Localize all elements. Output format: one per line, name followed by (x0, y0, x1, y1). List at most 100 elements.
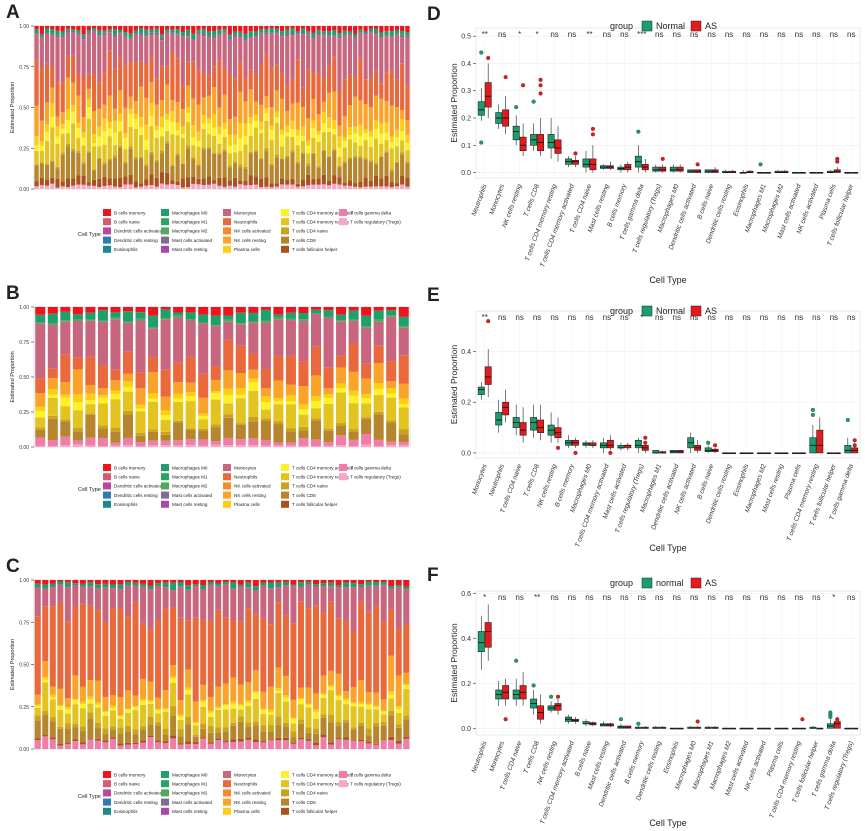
bar-segment (55, 168, 60, 179)
bar-segment (285, 442, 296, 446)
bar-segment (207, 712, 214, 718)
bar-segment (123, 137, 128, 150)
bar-segment (343, 700, 350, 705)
bar-segment (285, 445, 296, 447)
bar-segment (237, 684, 244, 704)
bar-segment (373, 186, 379, 189)
bar-segment (49, 717, 56, 722)
bar-segment (177, 586, 184, 618)
bar-segment (210, 424, 221, 428)
bar-segment (230, 725, 237, 740)
bar-segment (328, 742, 335, 745)
bar-segment (212, 87, 217, 115)
bar-segment (47, 324, 58, 369)
bar-segment (185, 580, 192, 586)
bar-segment (124, 731, 132, 743)
legend-label-b: Mast cells activated (172, 493, 213, 498)
bar-segment (201, 147, 206, 150)
bar-segment (373, 395, 384, 412)
legend-label-a: Monocytes (234, 210, 257, 215)
bar-segment (223, 437, 234, 446)
bar-segment (60, 397, 71, 407)
bar-segment (173, 362, 184, 383)
bar-segment (384, 132, 389, 141)
bar-segment (50, 183, 55, 189)
bar-segment (185, 589, 192, 621)
bar-segment (405, 178, 410, 187)
bar-segment (175, 155, 180, 182)
box-d (572, 159, 579, 165)
bar-segment (144, 34, 149, 37)
legend-label-c: Mast cells resting (172, 809, 208, 814)
bar-segment (300, 28, 306, 33)
y-tick-label-a: 0.25 (19, 146, 29, 152)
bar-segment (109, 580, 116, 585)
bar-segment (97, 30, 102, 36)
bar-segment (347, 105, 353, 128)
bar-segment (395, 629, 402, 676)
bar-segment (321, 33, 326, 36)
bar-segment (107, 26, 112, 30)
bar-segment (298, 445, 309, 447)
bar-segment (117, 734, 124, 744)
bar-segment (135, 388, 146, 405)
legend-label-b: Dendritic cells resting (114, 493, 158, 498)
bar-segment (71, 148, 76, 152)
bar-segment (403, 719, 410, 737)
bar-segment (170, 99, 175, 112)
bar-segment (206, 117, 212, 124)
legend-swatch-b (103, 500, 111, 508)
bar-segment (196, 31, 201, 35)
bar-segment (358, 100, 363, 125)
bar-segment (122, 444, 134, 447)
bar-segment (91, 26, 97, 28)
signif-label-f: ns (690, 593, 698, 602)
bar-segment (49, 587, 56, 607)
bar-segment (207, 743, 214, 749)
bar-segment (394, 34, 400, 80)
box-e (634, 439, 642, 449)
bar-segment (212, 31, 217, 36)
bar-segment (373, 319, 384, 322)
bar-segment (361, 326, 372, 328)
bar-segment (273, 317, 284, 320)
bar-segment (123, 65, 128, 108)
bar-segment (39, 177, 44, 186)
bar-segment (138, 60, 144, 87)
bar-segment (235, 373, 246, 389)
legend-label-b: Monocytes (234, 465, 257, 470)
bar-segment (260, 409, 271, 419)
bar-segment (196, 29, 201, 32)
bar-segment (86, 118, 91, 152)
bar-segment (260, 445, 271, 447)
outlier-point-d (531, 99, 536, 104)
bar-segment (235, 323, 246, 325)
bar-segment (132, 582, 139, 586)
bar-segment (400, 131, 405, 141)
signif-label-f: ns (498, 593, 506, 602)
bar-segment (175, 34, 180, 59)
bar-segment (64, 621, 71, 699)
bar-segment (217, 107, 222, 127)
bar-segment (384, 140, 389, 152)
bar-segment (328, 582, 335, 587)
bar-segment (165, 84, 170, 114)
bar-segment (110, 431, 121, 443)
y-tick-label-c: 0.75 (19, 620, 29, 626)
bar-segment (368, 186, 373, 189)
bar-segment (260, 396, 271, 403)
bar-segment (72, 580, 79, 584)
legend-label-b: Neutrophils (234, 475, 258, 480)
bar-segment (60, 321, 71, 355)
bar-segment (60, 406, 71, 420)
bar-segment (350, 702, 357, 704)
bar-segment (326, 156, 332, 181)
bar-segment (192, 580, 199, 585)
bar-segment (207, 696, 214, 711)
bar-segment (321, 149, 326, 151)
bar-segment (72, 704, 79, 724)
bar-segment (71, 104, 76, 112)
bar-segment (147, 703, 154, 717)
x-tick-label-d: T cells CD8 (523, 183, 541, 218)
bar-segment (201, 97, 206, 115)
